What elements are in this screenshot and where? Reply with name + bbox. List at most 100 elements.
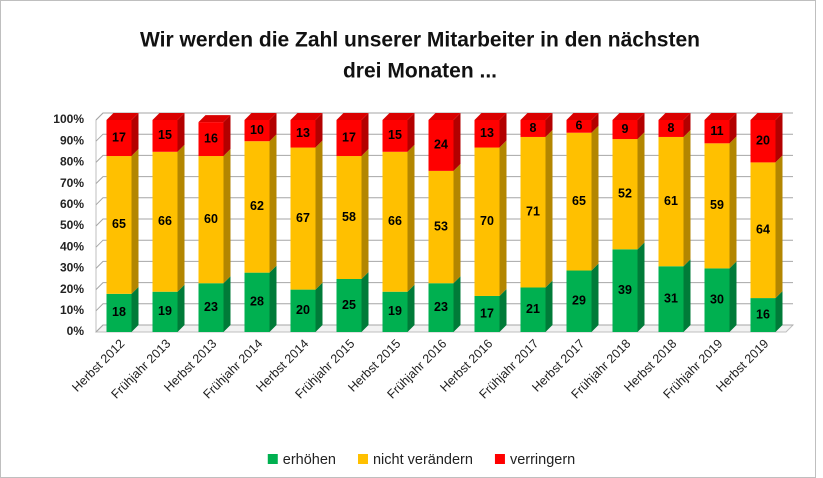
- bar-side: [729, 261, 737, 332]
- bar: [520, 120, 546, 137]
- bar: [244, 120, 270, 142]
- data-label: 15: [158, 128, 172, 142]
- bar-side: [361, 272, 369, 332]
- bar-side: [361, 113, 369, 157]
- data-label: 16: [204, 131, 218, 145]
- data-label: 16: [756, 307, 770, 321]
- data-label: 6: [576, 119, 583, 133]
- bar-side: [131, 113, 139, 157]
- bar: [152, 291, 178, 332]
- data-label: 66: [158, 214, 172, 228]
- data-label: 17: [112, 130, 126, 144]
- grid-line: [95, 112, 793, 121]
- grid-line: [95, 324, 793, 333]
- y-tick-label: 90%: [60, 133, 84, 147]
- data-label: 29: [572, 294, 586, 308]
- bar: [566, 270, 592, 332]
- bar-side: [407, 113, 415, 152]
- bar-side: [131, 149, 139, 294]
- data-label: 52: [618, 186, 632, 200]
- bar: [658, 136, 684, 267]
- bar: [750, 298, 776, 332]
- data-label: 23: [434, 300, 448, 314]
- bar-side: [269, 134, 277, 273]
- bar: [704, 143, 730, 269]
- bar: [566, 120, 592, 133]
- bar: [612, 139, 638, 250]
- data-label: 59: [710, 198, 724, 212]
- y-tick-label: 60%: [60, 197, 84, 211]
- data-label: 58: [342, 210, 356, 224]
- bar: [474, 120, 500, 148]
- bar: [612, 120, 638, 140]
- y-tick-label: 50%: [60, 218, 84, 232]
- bar-side: [269, 113, 277, 142]
- chart-title: Wir werden die Zahl unserer Mitarbeiter …: [140, 29, 700, 52]
- bar-top: [474, 113, 507, 120]
- bar: [750, 162, 776, 299]
- grid-line: [95, 282, 793, 290]
- bar: [612, 249, 638, 332]
- bar-top: [244, 113, 277, 120]
- bar: [106, 156, 132, 294]
- data-label: 67: [296, 211, 310, 225]
- bar-top: [382, 113, 415, 120]
- data-label: 19: [388, 304, 402, 318]
- data-label: 10: [250, 123, 264, 137]
- bar-side: [591, 125, 599, 271]
- legend-label: verringern: [510, 452, 575, 468]
- grid-line: [95, 303, 793, 312]
- data-label: 8: [530, 121, 537, 135]
- bar-side: [591, 263, 599, 332]
- data-label: 39: [618, 283, 632, 297]
- bar: [152, 120, 178, 152]
- bar: [704, 120, 730, 144]
- chart-title: drei Monaten ...: [343, 60, 497, 83]
- data-label: 15: [388, 128, 402, 142]
- bar: [474, 147, 500, 296]
- bar-side: [177, 284, 185, 332]
- bar: [336, 120, 362, 157]
- bar: [290, 120, 316, 148]
- bar-side: [637, 113, 645, 140]
- bar-side: [729, 136, 737, 269]
- data-label: 23: [204, 300, 218, 314]
- grid-line: [95, 197, 793, 206]
- data-label: 18: [112, 305, 126, 319]
- bar-side: [683, 259, 691, 332]
- data-label: 61: [664, 194, 678, 208]
- data-label: 60: [204, 212, 218, 226]
- legend-label: nicht verändern: [373, 452, 473, 468]
- data-label: 64: [756, 223, 770, 237]
- bar: [290, 147, 316, 290]
- bar-top: [704, 113, 737, 120]
- bar-side: [453, 163, 461, 284]
- legend-swatch: [267, 454, 278, 464]
- bar: [152, 151, 178, 292]
- grid-line: [95, 154, 793, 163]
- data-label: 17: [342, 130, 356, 144]
- bar-side: [269, 265, 277, 332]
- bar-top: [152, 113, 185, 120]
- bar-top: [336, 113, 369, 120]
- data-label: 9: [622, 122, 629, 136]
- data-label: 53: [434, 219, 448, 233]
- legend-swatch: [357, 454, 368, 464]
- bar-side: [729, 113, 737, 144]
- bar-side: [315, 140, 323, 290]
- bar: [244, 272, 270, 332]
- data-label: 8: [668, 121, 675, 135]
- bar-side: [177, 113, 185, 152]
- data-label: 20: [756, 133, 770, 147]
- bar: [382, 151, 408, 292]
- legend-label: erhöhen: [283, 452, 336, 468]
- bar-side: [591, 113, 599, 133]
- bar-top: [612, 113, 645, 120]
- bar-top: [106, 113, 139, 120]
- y-tick-label: 10%: [60, 303, 84, 317]
- bar: [382, 120, 408, 152]
- data-label: 30: [710, 292, 724, 306]
- bar-side: [361, 149, 369, 279]
- bar-top: [658, 113, 691, 120]
